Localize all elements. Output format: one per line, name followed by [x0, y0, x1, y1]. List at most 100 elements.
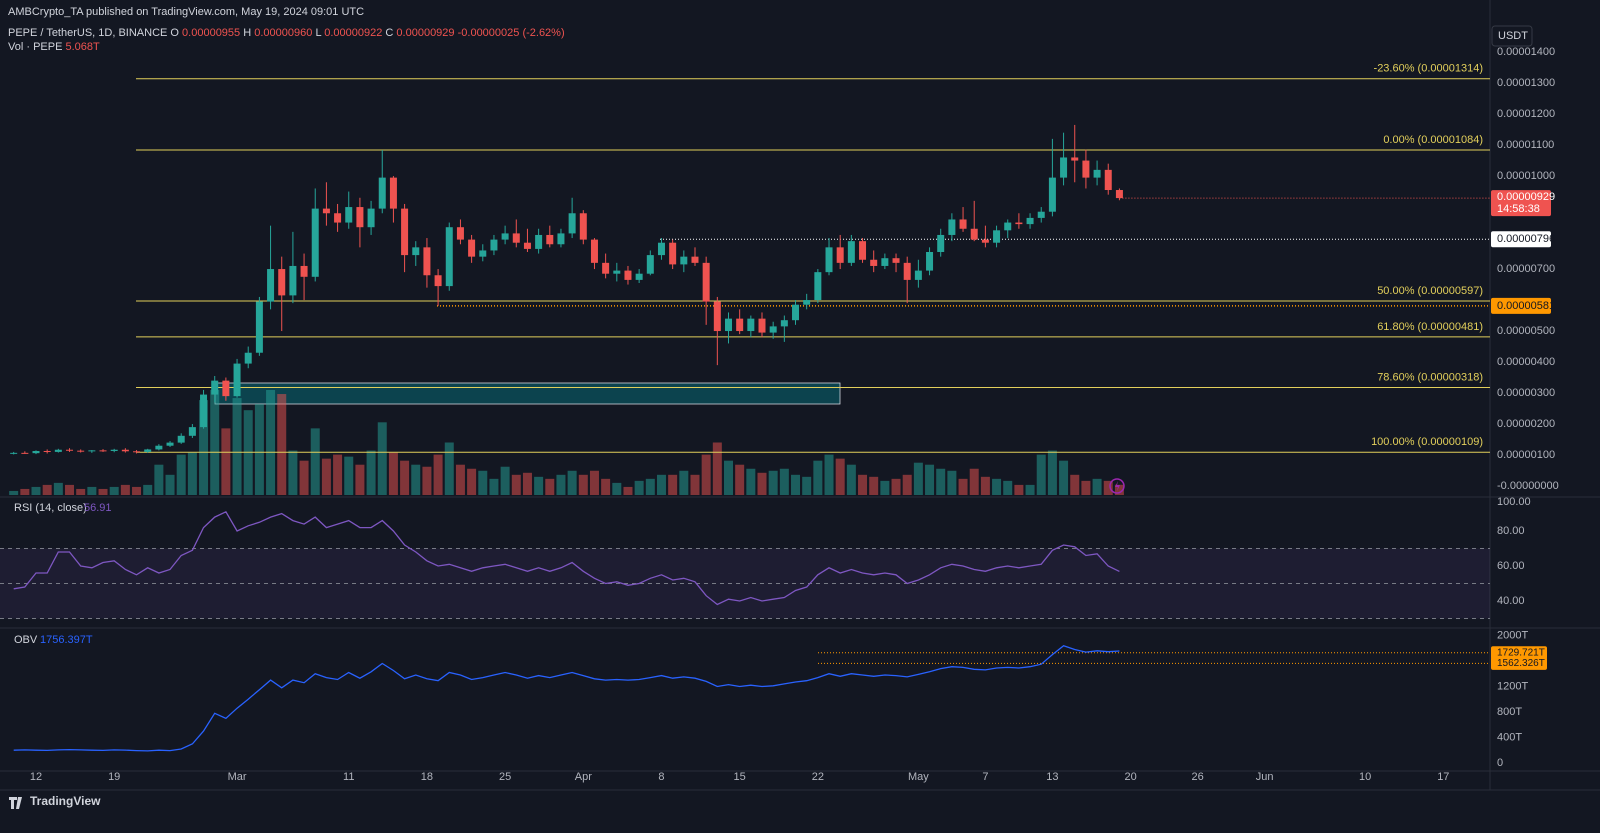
volume-bar	[679, 470, 689, 495]
candle-body	[166, 442, 174, 446]
volume-bar	[969, 468, 979, 495]
x-tick-label: 17	[1437, 771, 1449, 783]
candle-body	[613, 270, 621, 274]
candle-body	[937, 234, 945, 253]
volume-bar	[20, 488, 30, 495]
x-tick-label: 10	[1359, 771, 1371, 783]
volume-bar	[1036, 454, 1046, 495]
marks	[0, 78, 1490, 752]
volume-bar	[556, 474, 566, 495]
volume-bar	[735, 464, 745, 495]
volume-bar	[132, 486, 142, 495]
volume-bar	[53, 482, 63, 495]
volume-bar	[366, 450, 376, 495]
candle-body	[334, 213, 342, 223]
volume-bar	[1070, 474, 1080, 495]
candle-body	[345, 207, 353, 223]
ohlc-value: 0.00000922	[324, 27, 382, 39]
volume-name: Vol · PEPE	[8, 41, 62, 53]
volume-bar	[1025, 484, 1035, 495]
candle-body	[523, 242, 531, 249]
candle-body	[792, 304, 800, 321]
volume-bar	[858, 474, 868, 495]
ohlc-key: L	[315, 27, 321, 39]
support-zone	[214, 382, 841, 405]
y-tick-label: 2000T	[1497, 629, 1528, 641]
volume-bar	[500, 466, 510, 495]
volume-bar	[1047, 450, 1057, 495]
volume-bar	[288, 450, 298, 495]
fib-label: 50.00% (0.00000597)	[1377, 285, 1483, 297]
candle-body	[1004, 222, 1012, 231]
fib-label: 78.60% (0.00000318)	[1377, 371, 1483, 383]
volume-bar	[1059, 460, 1069, 495]
volume-bar	[310, 428, 320, 495]
indicator-line	[13, 510, 1120, 606]
volume-bar	[813, 460, 823, 495]
volume-bar	[668, 474, 678, 495]
volume-bar	[143, 484, 153, 495]
indicator-value: 1756.397T	[40, 634, 93, 646]
volume-bar	[768, 470, 778, 495]
volume-bar	[455, 464, 465, 495]
alert-icon[interactable]	[1109, 478, 1125, 494]
candle-body	[1060, 157, 1068, 178]
x-tick-label: 19	[108, 771, 120, 783]
candle-body	[211, 380, 219, 395]
price-line-label: 0.00000796	[1497, 233, 1555, 245]
candle-body	[88, 450, 96, 452]
volume-bar	[344, 456, 354, 495]
candle-body	[233, 363, 241, 397]
volume-bar	[444, 442, 454, 495]
fib-label: -23.60% (0.00001314)	[1374, 63, 1483, 75]
candle-body	[713, 301, 721, 332]
volume-bar	[1081, 480, 1091, 495]
x-tick-label: 13	[1046, 771, 1058, 783]
volume-bar	[478, 470, 488, 495]
y-tick-label: 0.00000300	[1497, 387, 1555, 399]
volume-bar	[824, 454, 834, 495]
volume-bar	[936, 468, 946, 495]
volume-bar	[690, 474, 700, 495]
candle-body	[244, 352, 252, 364]
candle-body	[188, 427, 196, 436]
ohlc-value: 0.00000960	[254, 27, 312, 39]
indicator-line	[13, 644, 1120, 752]
volume-bar	[333, 454, 343, 495]
volume-bar	[299, 460, 309, 495]
volume-bar	[422, 466, 432, 495]
volume-bar	[187, 452, 197, 495]
candle-body	[646, 255, 654, 274]
candle-body	[1115, 190, 1123, 199]
volume-bar	[634, 480, 644, 495]
symbol-header: PEPE / TetherUS, 1D, BINANCE O 0.0000095…	[8, 27, 565, 39]
volume-bar	[656, 474, 666, 495]
x-tick-label: Apr	[575, 771, 592, 783]
volume-bar	[411, 464, 421, 495]
candle-body	[222, 380, 230, 397]
candle-body	[389, 177, 397, 209]
candle-body	[981, 239, 989, 243]
y-tick-label: 0.00001200	[1497, 108, 1555, 120]
candle-body	[99, 450, 107, 452]
candle-body	[758, 318, 766, 333]
currency-box	[1491, 25, 1533, 47]
candle-body	[367, 208, 375, 228]
fib-label: 61.80% (0.00000481)	[1377, 321, 1483, 333]
volume-bar	[846, 464, 856, 495]
candle-body	[825, 247, 833, 273]
y-tick-label: 800T	[1497, 706, 1522, 718]
volume-bar	[232, 398, 242, 495]
volume-bar	[65, 484, 75, 495]
candle-body	[512, 233, 520, 243]
y-tick-label: 0.00001000	[1497, 170, 1555, 182]
volume-bar	[400, 460, 410, 495]
candle-body	[144, 449, 152, 452]
x-tick-label: 26	[1191, 771, 1203, 783]
y-tick-label: 400T	[1497, 731, 1522, 743]
candle-body	[993, 230, 1001, 243]
candle-body	[803, 300, 811, 305]
countdown: 14:58:38	[1497, 203, 1540, 215]
volume-bar	[534, 476, 544, 495]
